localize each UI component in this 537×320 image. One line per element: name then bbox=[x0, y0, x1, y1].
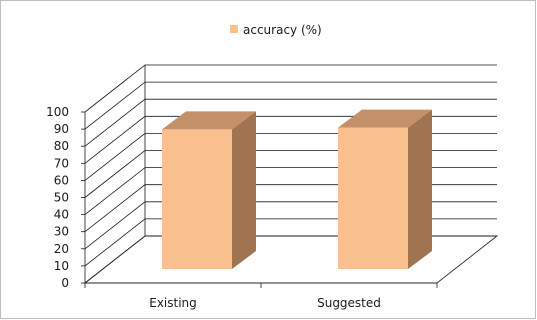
legend-swatch-accuracy bbox=[230, 25, 238, 33]
category-label-suggested: Suggested bbox=[317, 296, 381, 310]
gridline-90 bbox=[84, 81, 497, 130]
bar-front-existing bbox=[162, 129, 232, 269]
bar-side-suggested bbox=[408, 109, 432, 270]
y-tick-label-80: 80 bbox=[54, 139, 69, 153]
chart-walls bbox=[83, 65, 499, 284]
y-tick-label-30: 30 bbox=[54, 225, 69, 239]
category-label-existing: Existing bbox=[149, 296, 197, 310]
bars bbox=[162, 109, 432, 270]
gridlines bbox=[84, 64, 497, 284]
gridline-80 bbox=[84, 98, 497, 147]
y-tick-label-10: 10 bbox=[54, 259, 69, 273]
legend: accuracy (%) bbox=[230, 23, 322, 37]
bar-front-suggested bbox=[338, 127, 408, 270]
y-tick-label-100: 100 bbox=[46, 105, 69, 119]
gridline-20 bbox=[84, 201, 497, 250]
y-tick-label-0: 0 bbox=[61, 276, 69, 290]
y-tick-label-40: 40 bbox=[54, 208, 69, 222]
y-tick-label-70: 70 bbox=[54, 156, 69, 170]
gridline-40 bbox=[84, 167, 497, 215]
gridline-70 bbox=[84, 115, 497, 164]
gridline-60 bbox=[84, 133, 497, 181]
gridline-50 bbox=[84, 150, 497, 198]
gridline-100 bbox=[84, 64, 497, 113]
x-axis-category-labels: Existing Suggested bbox=[149, 296, 381, 310]
axes bbox=[81, 111, 438, 288]
y-tick-label-20: 20 bbox=[54, 242, 69, 256]
floor bbox=[83, 235, 499, 284]
y-tick-label-50: 50 bbox=[54, 191, 69, 205]
y-tick-label-60: 60 bbox=[54, 173, 69, 187]
y-tick-label-90: 90 bbox=[54, 122, 69, 136]
bar-existing bbox=[162, 111, 256, 269]
bar-suggested bbox=[338, 109, 432, 270]
gridline-10 bbox=[84, 218, 497, 267]
gridline-30 bbox=[84, 184, 497, 233]
bar-top-existing bbox=[162, 111, 256, 130]
bar-side-existing bbox=[232, 111, 256, 269]
legend-label-accuracy: accuracy (%) bbox=[243, 23, 322, 37]
y-axis-tick-labels: 0 10 20 30 40 50 60 70 80 90 100 bbox=[46, 105, 69, 290]
bar-top-suggested bbox=[338, 109, 432, 128]
gridline-0 bbox=[84, 235, 497, 284]
